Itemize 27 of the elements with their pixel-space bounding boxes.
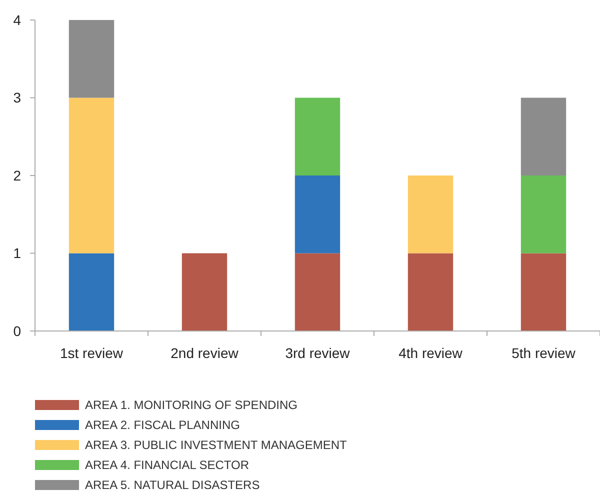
legend-label: AREA 2. FISCAL PLANNING [85, 418, 240, 432]
bar [520, 176, 566, 254]
legend-label: AREA 5. NATURAL DISASTERS [85, 478, 260, 492]
bar [68, 98, 114, 254]
legend-label: AREA 4. FINANCIAL SECTOR [85, 458, 250, 472]
bar [520, 98, 566, 176]
x-tick-label: 2nd review [170, 345, 240, 361]
y-tick-label: 2 [13, 167, 22, 184]
bar [408, 253, 454, 331]
bar [408, 176, 454, 254]
bar [182, 253, 228, 331]
bar [68, 20, 114, 98]
bar [294, 98, 340, 176]
bar [520, 253, 566, 331]
bar [68, 253, 114, 331]
y-tick-label: 1 [13, 245, 22, 262]
y-tick-label: 0 [13, 322, 22, 339]
legend-label: AREA 3. PUBLIC INVESTMENT MANAGEMENT [85, 438, 348, 452]
bar [294, 176, 340, 254]
x-tick-label: 1st review [60, 345, 124, 361]
legend-label: AREA 1. MONITORING OF SPENDING [85, 398, 298, 412]
x-tick-label: 4th review [398, 345, 464, 361]
x-tick-label: 5th review [512, 345, 576, 361]
y-tick-label: 4 [13, 12, 22, 28]
x-tick-label: 3rd review [285, 345, 351, 361]
bar [294, 253, 340, 331]
y-tick-label: 3 [13, 90, 22, 106]
